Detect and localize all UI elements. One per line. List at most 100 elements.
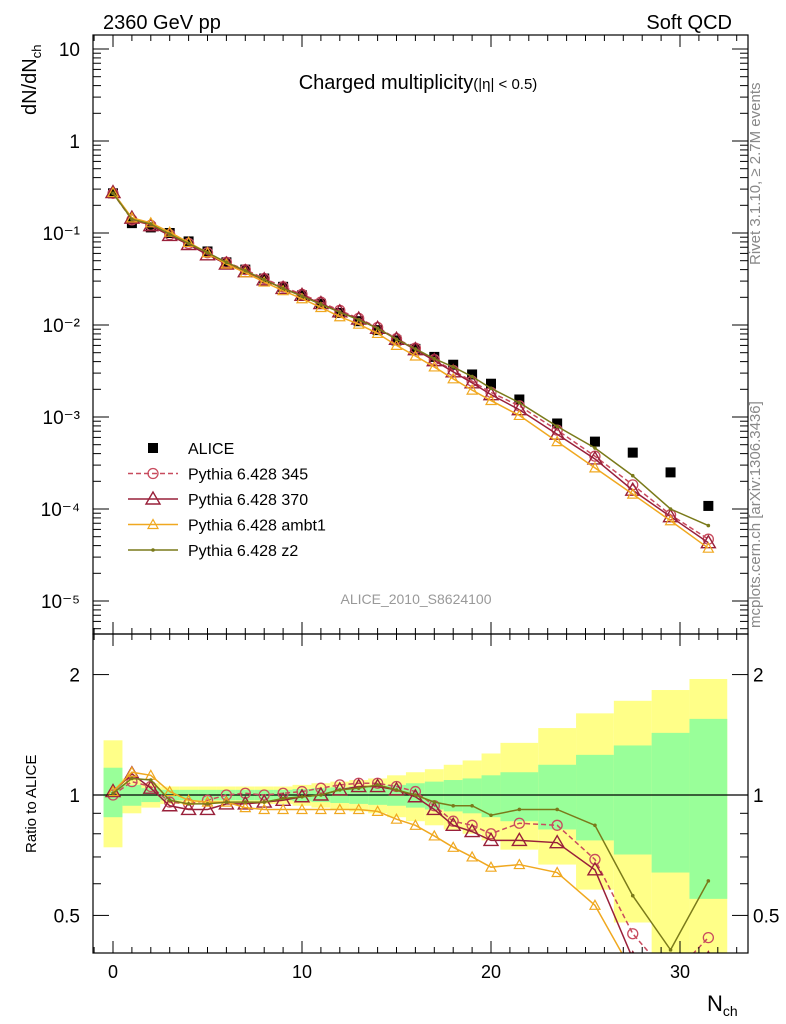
ratio-point-pythia-6-428-370	[444, 816, 462, 831]
ratio-point-pythia-6-428-ambt1	[447, 841, 460, 852]
ratio-uncertainty-bands	[103, 678, 728, 953]
ratio-point-pythia-6-428-ambt1	[258, 803, 271, 815]
main-point-pythia-6-428-z2	[167, 232, 172, 237]
ratio-point-pythia-6-428-345	[551, 819, 563, 831]
ratio-point-pythia-6-428-345	[258, 789, 270, 801]
ratio-point-pythia-6-428-z2	[167, 798, 172, 803]
main-point-pythia-6-428-z2	[300, 294, 304, 298]
main-point-pythia-6-428-370	[444, 363, 462, 378]
ratio-band-inner-bin	[689, 718, 728, 899]
main-point-alice	[627, 447, 638, 458]
ratio-point-pythia-6-428-370	[199, 801, 216, 816]
main-point-pythia-6-428-370	[482, 386, 500, 401]
ratio-point-pythia-6-428-z2	[394, 788, 399, 792]
ratio-point-pythia-6-428-z2	[262, 800, 267, 804]
y-tick-label: 10	[59, 40, 80, 61]
ratio-point-pythia-6-428-370	[350, 778, 367, 793]
main-point-pythia-6-428-z2	[630, 473, 635, 478]
main-point-pythia-6-428-ambt1	[163, 225, 176, 237]
ratio-plot-frame	[92, 633, 749, 954]
main-point-pythia-6-428-ambt1	[144, 216, 157, 228]
analysis-label: ALICE_2010_S8624100	[340, 591, 491, 607]
main-point-pythia-6-428-z2	[593, 446, 597, 450]
ratio-y-tick-label-right: 0.5	[753, 906, 779, 927]
ratio-point-pythia-6-428-ambt1	[314, 803, 327, 815]
main-point-pythia-6-428-z2	[281, 286, 285, 291]
main-point-alice	[589, 436, 600, 447]
main-point-pythia-6-428-ambt1	[106, 186, 120, 198]
ratio-point-pythia-6-428-z2	[517, 807, 522, 812]
main-point-pythia-6-428-370	[123, 209, 141, 224]
ratio-point-pythia-6-428-ambt1	[295, 803, 309, 815]
ratio-y-tick-label-right: 2	[753, 666, 764, 687]
ratio-point-pythia-6-428-ambt1	[371, 805, 384, 816]
legend-label-pythia-6-428-370: Pythia 6.428 370	[188, 492, 308, 509]
ratio-point-pythia-6-428-345	[220, 789, 233, 801]
ratio-point-pythia-6-428-ambt1	[513, 858, 526, 870]
legend-label-pythia-6-428-345: Pythia 6.428 345	[188, 467, 308, 484]
ratio-band-inner-bin	[462, 778, 482, 814]
ratio-point-pythia-6-428-z2	[593, 823, 597, 828]
ratio-point-pythia-6-428-ambt1	[390, 812, 403, 824]
main-point-pythia-6-428-z2	[243, 268, 248, 273]
y-tick-label: 10⁻⁴	[41, 500, 80, 521]
main-line-pythia-6-428-370	[112, 192, 709, 544]
ratio-point-pythia-6-428-370	[511, 832, 528, 847]
ratio-point-pythia-6-428-z2	[130, 776, 134, 781]
main-point-pythia-6-428-370	[548, 425, 566, 440]
main-series-layer	[104, 184, 717, 553]
main-point-pythia-6-428-z2	[224, 260, 229, 265]
ratio-point-pythia-6-428-370	[237, 795, 254, 810]
ratio-point-pythia-6-428-z2	[111, 791, 115, 796]
main-point-pythia-6-428-z2	[517, 400, 522, 405]
main-point-pythia-6-428-ambt1	[371, 327, 384, 339]
main-point-pythia-6-428-ambt1	[551, 435, 564, 447]
main-point-alice	[665, 467, 676, 478]
ratio-point-pythia-6-428-345	[466, 819, 478, 831]
ratio-line-pythia-6-428-345	[112, 780, 709, 953]
ratio-point-pythia-6-428-370	[180, 801, 197, 816]
ratio-band-inner-bin	[481, 775, 501, 818]
ratio-band-inner-bin	[613, 745, 652, 855]
main-point-pythia-6-428-370	[388, 330, 405, 345]
y-tick-label: 10⁻³	[43, 408, 81, 429]
ratio-point-pythia-6-428-z2	[451, 803, 456, 808]
ratio-point-pythia-6-428-z2	[300, 794, 304, 799]
y-tick-label: 10⁻¹	[43, 224, 81, 245]
ratio-point-pythia-6-428-345	[513, 817, 525, 829]
ratio-point-pythia-6-428-z2	[186, 802, 191, 806]
rivet-version-label: Rivet 3.1.10, ≥ 2.7M events	[747, 83, 764, 266]
ratio-y-axis-label: Ratio to ALICE	[23, 755, 40, 853]
main-point-pythia-6-428-z2	[205, 250, 210, 255]
ratio-y-tick-label-left: 0.5	[54, 906, 80, 927]
legend-marker-pythia-6-428-370	[144, 490, 162, 505]
main-point-pythia-6-428-z2	[338, 310, 342, 314]
main-point-pythia-6-428-z2	[413, 347, 418, 351]
main-point-alice	[552, 418, 563, 429]
ratio-point-pythia-6-428-ambt1	[484, 860, 498, 872]
ratio-axis-ticks: 0 10 20 30 0.5 0.5 1 1 2 2	[54, 634, 779, 982]
main-point-pythia-6-428-z2	[451, 365, 456, 369]
ratio-point-pythia-6-428-ambt1	[703, 967, 713, 976]
ratio-point-pythia-6-428-z2	[489, 813, 493, 818]
ratio-point-pythia-6-428-z2	[243, 800, 248, 804]
main-point-pythia-6-428-370	[624, 481, 641, 496]
legend-label-pythia-6-428-ambt1: Pythia 6.428 ambt1	[188, 518, 326, 535]
main-point-pythia-6-428-ambt1	[702, 541, 715, 553]
main-point-pythia-6-428-ambt1	[428, 360, 441, 372]
x-tick-label: 30	[670, 962, 690, 982]
ratio-point-pythia-6-428-ambt1	[666, 999, 676, 1008]
ratio-point-pythia-6-428-ambt1	[201, 795, 214, 807]
main-point-pythia-6-428-370	[104, 184, 122, 199]
main-axis-ticks: 10 1 10⁻¹ 10⁻² 10⁻³ 10⁻⁴ 10⁻⁵	[41, 35, 748, 634]
ratio-point-pythia-6-428-z2	[149, 778, 153, 782]
x-tick-label: 20	[481, 962, 501, 982]
ratio-band-inner-bin	[500, 772, 539, 822]
legend-marker-pythia-6-428-ambt1	[146, 518, 160, 530]
ratio-point-pythia-6-428-ambt1	[588, 899, 601, 910]
header-left-label: 2360 GeV pp	[103, 12, 221, 34]
main-point-alice	[429, 351, 440, 362]
main-point-pythia-6-428-ambt1	[466, 383, 479, 395]
ratio-point-pythia-6-428-z2	[281, 796, 285, 801]
